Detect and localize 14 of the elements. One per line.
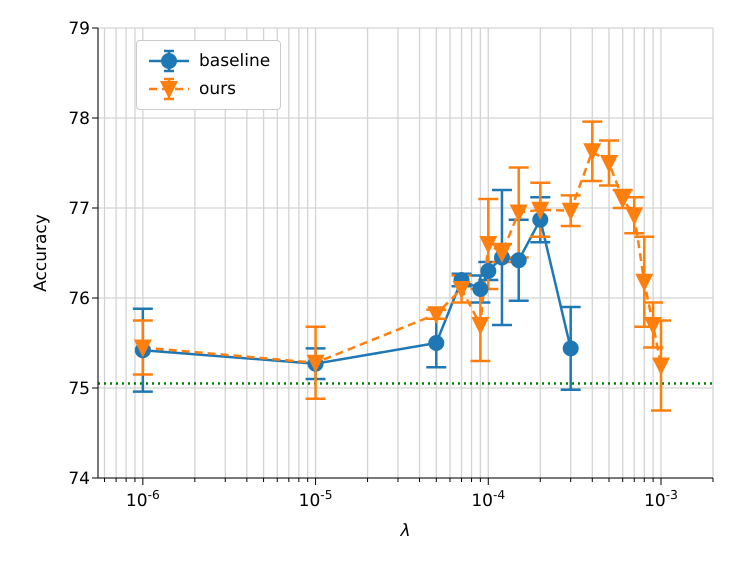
x-tick-label: 10$^{-6}$ [126,488,160,511]
legend-label: baseline [199,51,270,71]
x-tick-label: 10$^{-4}$ [471,488,506,511]
y-tick-label: 79 [68,19,90,40]
y-tick-label: 74 [68,469,90,490]
legend-label: ours [199,79,236,99]
y-tick-label: 76 [68,289,90,310]
y-tick-label: 78 [68,109,90,130]
x-axis-title: λ [399,521,411,541]
x-tick-label: 10$^{-5}$ [298,488,332,511]
y-axis-title: Accuracy [31,214,52,292]
y-tick-label: 75 [68,379,90,400]
x-tick-label: 10$^{-3}$ [644,488,678,511]
y-tick-label: 77 [68,199,90,220]
